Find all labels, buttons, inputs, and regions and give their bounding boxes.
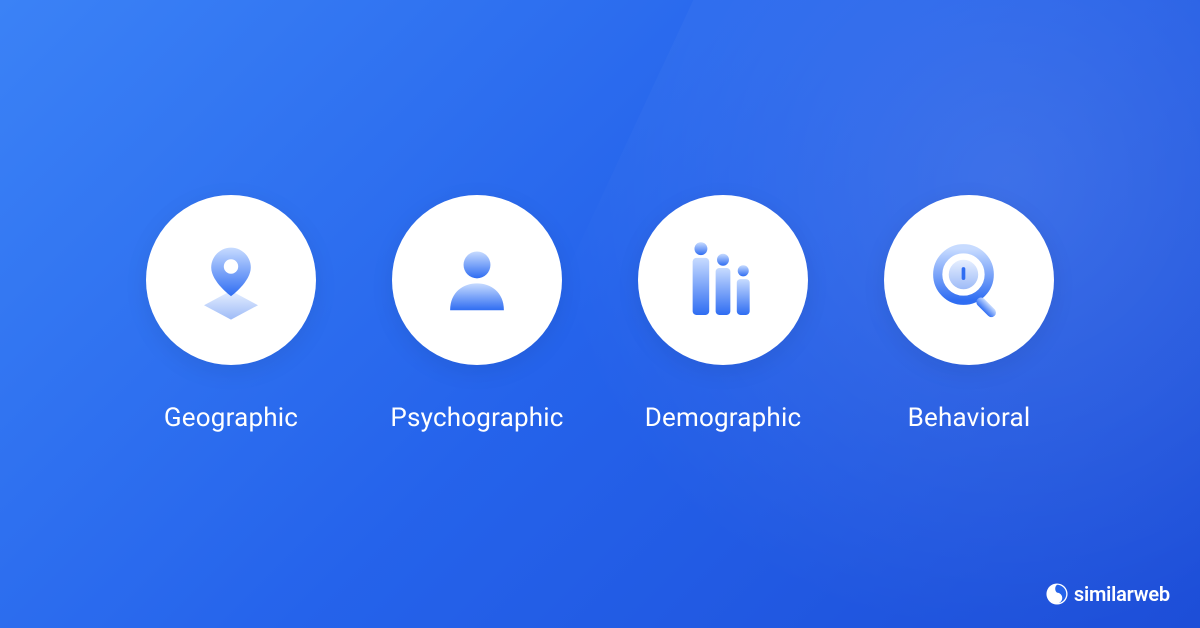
item-psychographic: Psychographic bbox=[382, 195, 572, 433]
label-psychographic: Psychographic bbox=[390, 403, 563, 433]
location-pin-icon bbox=[186, 235, 276, 325]
item-demographic: Demographic bbox=[628, 195, 818, 433]
circle-psychographic bbox=[392, 195, 562, 365]
item-geographic: Geographic bbox=[136, 195, 326, 433]
similarweb-logo-icon bbox=[1046, 583, 1068, 605]
person-icon bbox=[435, 238, 519, 322]
magnifier-icon bbox=[923, 234, 1015, 326]
brand-name: similarweb bbox=[1074, 582, 1170, 606]
label-behavioral: Behavioral bbox=[908, 403, 1031, 433]
item-behavioral: Behavioral bbox=[874, 195, 1064, 433]
brand-logo: similarweb bbox=[1046, 582, 1170, 606]
circle-demographic bbox=[638, 195, 808, 365]
label-geographic: Geographic bbox=[164, 403, 298, 433]
circle-behavioral bbox=[884, 195, 1054, 365]
label-demographic: Demographic bbox=[645, 403, 802, 433]
bar-people-icon bbox=[677, 234, 769, 326]
items-row: Geographic Psychographic bbox=[0, 0, 1200, 628]
circle-geographic bbox=[146, 195, 316, 365]
